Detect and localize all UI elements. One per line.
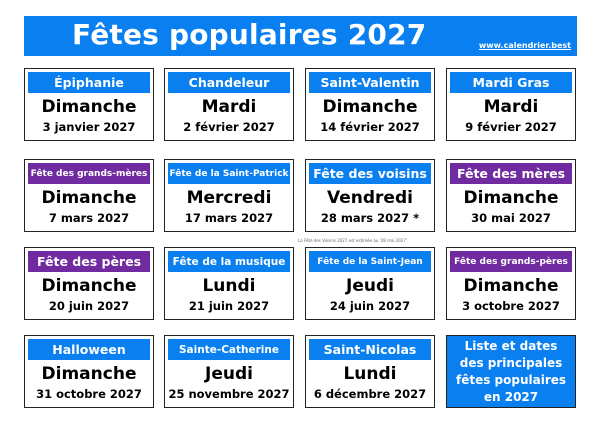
holiday-weekday: Vendredi bbox=[327, 188, 413, 208]
holiday-date: 3 octobre 2027 bbox=[462, 299, 560, 313]
holiday-date: 28 mars 2027 * bbox=[320, 211, 420, 225]
holiday-weekday: Mardi bbox=[201, 97, 257, 117]
holiday-name: Saint-Nicolas bbox=[309, 339, 431, 360]
holiday-name: Fête de la Saint-Patrick bbox=[168, 163, 290, 184]
holiday-card-fete-des-peres: Fête des pères Dimanche 20 juin 2027 bbox=[24, 247, 154, 320]
holiday-card-halloween: Halloween Dimanche 31 octobre 2027 bbox=[24, 335, 154, 408]
holiday-date: 17 mars 2027 bbox=[184, 211, 274, 225]
footnote: La Fête des Voisins 2027 est estimée au … bbox=[298, 238, 409, 243]
holiday-weekday: Dimanche bbox=[41, 97, 137, 117]
holiday-weekday: Jeudi bbox=[346, 276, 394, 296]
holiday-card-saint-jean: Fête de la Saint-Jean Jeudi 24 juin 2027 bbox=[305, 247, 435, 320]
holiday-card-fete-de-la-musique: Fête de la musique Lundi 21 juin 2027 bbox=[164, 247, 294, 320]
holiday-card-saint-valentin: Saint-Valentin Dimanche 14 février 2027 bbox=[305, 68, 435, 141]
holiday-name: Halloween bbox=[28, 339, 150, 360]
holiday-card-fete-des-meres: Fête des mères Dimanche 30 mai 2027 bbox=[446, 159, 576, 232]
info-box: Liste et dates des principales fêtes pop… bbox=[446, 335, 576, 408]
page-title: Fêtes populaires 2027 bbox=[72, 18, 427, 51]
holiday-name: Saint-Valentin bbox=[309, 72, 431, 93]
holiday-date: 30 mai 2027 bbox=[471, 211, 551, 225]
holiday-date: 24 juin 2027 bbox=[329, 299, 411, 313]
holiday-date: 14 février 2027 bbox=[320, 120, 420, 134]
holiday-name: Fête des mères bbox=[450, 163, 572, 184]
holiday-weekday: Dimanche bbox=[463, 188, 559, 208]
holiday-name: Fête de la Saint-Jean bbox=[309, 251, 431, 272]
holiday-card-fete-des-voisins: Fête des voisins Vendredi 28 mars 2027 * bbox=[305, 159, 435, 232]
holiday-name: Épiphanie bbox=[28, 72, 150, 93]
holiday-card-epiphanie: Épiphanie Dimanche 3 janvier 2027 bbox=[24, 68, 154, 141]
title-banner: Fêtes populaires 2027 www.calendrier.bes… bbox=[24, 16, 577, 56]
holiday-name: Mardi Gras bbox=[450, 72, 572, 93]
holiday-name: Fête de la musique bbox=[168, 251, 290, 272]
holiday-date: 25 novembre 2027 bbox=[168, 387, 290, 401]
holiday-weekday: Dimanche bbox=[322, 97, 418, 117]
holiday-card-saint-patrick: Fête de la Saint-Patrick Mercredi 17 mar… bbox=[164, 159, 294, 232]
holiday-date: 21 juin 2027 bbox=[188, 299, 270, 313]
holiday-weekday: Mardi bbox=[483, 97, 539, 117]
holiday-name: Fête des grands-pères bbox=[450, 251, 572, 272]
holiday-date: 3 janvier 2027 bbox=[42, 120, 136, 134]
holiday-date: 6 décembre 2027 bbox=[313, 387, 427, 401]
holiday-card-fete-des-grands-peres: Fête des grands-pères Dimanche 3 octobre… bbox=[446, 247, 576, 320]
holiday-weekday: Dimanche bbox=[463, 276, 559, 296]
website-link[interactable]: www.calendrier.best bbox=[478, 41, 571, 50]
holiday-weekday: Dimanche bbox=[41, 276, 137, 296]
holiday-weekday: Lundi bbox=[343, 364, 397, 384]
holiday-date: 9 février 2027 bbox=[465, 120, 557, 134]
holiday-weekday: Lundi bbox=[202, 276, 256, 296]
holiday-date: 20 juin 2027 bbox=[48, 299, 130, 313]
holiday-card-mardi-gras: Mardi Gras Mardi 9 février 2027 bbox=[446, 68, 576, 141]
holiday-card-sainte-catherine: Sainte-Catherine Jeudi 25 novembre 2027 bbox=[164, 335, 294, 408]
holiday-date: 2 février 2027 bbox=[183, 120, 275, 134]
holiday-name: Fête des pères bbox=[28, 251, 150, 272]
holiday-date: 31 octobre 2027 bbox=[36, 387, 142, 401]
holiday-name: Fête des voisins bbox=[309, 163, 431, 184]
holiday-weekday: Jeudi bbox=[205, 364, 253, 384]
holiday-card-fete-des-grands-meres: Fête des grands-mères Dimanche 7 mars 20… bbox=[24, 159, 154, 232]
holiday-name: Fête des grands-mères bbox=[28, 163, 150, 184]
holiday-weekday: Dimanche bbox=[41, 364, 137, 384]
holiday-card-saint-nicolas: Saint-Nicolas Lundi 6 décembre 2027 bbox=[305, 335, 435, 408]
holiday-weekday: Mercredi bbox=[186, 188, 272, 208]
holiday-date: 7 mars 2027 bbox=[48, 211, 130, 225]
holiday-name: Chandeleur bbox=[168, 72, 290, 93]
holiday-name: Sainte-Catherine bbox=[168, 339, 290, 360]
holiday-card-chandeleur: Chandeleur Mardi 2 février 2027 bbox=[164, 68, 294, 141]
holiday-weekday: Dimanche bbox=[41, 188, 137, 208]
